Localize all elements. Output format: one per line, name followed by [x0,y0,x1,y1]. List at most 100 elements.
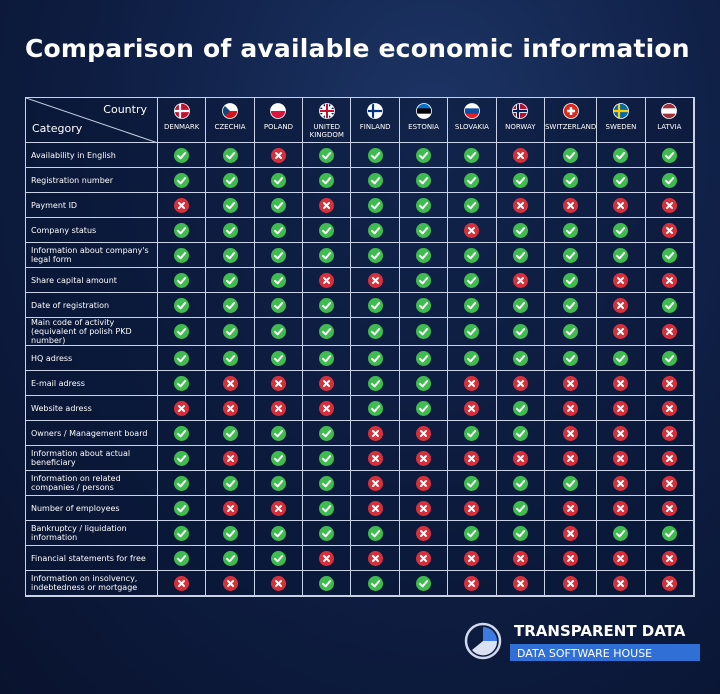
check-icon [464,147,480,163]
cell [496,421,545,446]
cell [645,346,694,371]
cell [254,268,304,293]
cell [448,143,497,168]
comparison-table: Country Category DENMARK CZECHIA POLAND UNI… [25,97,695,597]
check-icon [416,297,432,313]
cell [303,293,352,318]
cross-icon [270,400,286,416]
cell [645,318,694,346]
cell [496,546,545,571]
check-icon [416,272,432,288]
cell [448,546,497,571]
check-icon [367,197,383,213]
check-icon [512,172,528,188]
cell [303,421,352,446]
cross-icon [661,475,677,491]
check-icon [613,350,629,366]
cell [254,496,304,521]
cell [206,471,255,496]
check-icon [270,324,286,339]
check-icon [464,297,480,313]
country-header: DENMARK [158,98,207,143]
cell [399,421,449,446]
cell [544,571,598,596]
cell [399,218,449,243]
cell [496,471,545,496]
cell [448,496,497,521]
cell [496,521,545,546]
check-icon [270,550,286,566]
cell [597,346,646,371]
cell [254,371,304,396]
cell [597,571,646,596]
cross-icon [464,500,480,516]
check-icon [416,197,432,213]
cell [448,446,497,471]
cell [303,218,352,243]
cell [158,193,207,218]
cell [351,421,400,446]
cross-icon [563,550,579,566]
cell [544,546,598,571]
check-icon [222,172,238,188]
category: HQ adress [26,346,158,371]
category: Payment ID [26,193,158,218]
cell [399,446,449,471]
check-icon [270,425,286,441]
cell [448,318,497,346]
category: Company status [26,218,158,243]
check-icon [416,375,432,391]
check-icon [174,350,190,366]
check-icon [319,575,335,591]
cross-icon [222,500,238,516]
cross-icon [661,425,677,441]
cross-icon [661,400,677,416]
cross-icon [367,475,383,491]
country-header: FINLAND [351,98,400,143]
cell [206,421,255,446]
check-icon [512,425,528,441]
check-icon [563,297,579,313]
check-icon [416,172,432,188]
cell [544,346,598,371]
cross-icon [512,575,528,591]
cell [158,293,207,318]
cell [206,243,255,268]
check-icon [174,500,190,516]
cell [158,571,207,596]
cell [254,446,304,471]
cell [303,371,352,396]
header-corner: Country Category [26,98,158,143]
check-icon [174,525,190,541]
flag [661,103,678,119]
check-icon [563,172,579,188]
check-icon [661,525,677,541]
cross-icon [174,575,190,591]
cell [351,243,400,268]
category: Website adress [26,396,158,421]
cell [448,346,497,371]
cell [399,168,449,193]
check-icon [416,324,432,339]
cell [448,268,497,293]
cell [303,193,352,218]
cell [158,218,207,243]
cell [496,571,545,596]
cell [645,521,694,546]
cross-icon [613,272,629,288]
cell [448,293,497,318]
check-icon [222,350,238,366]
check-icon [270,350,286,366]
cross-icon [563,450,579,466]
check-icon [661,350,677,366]
cell [544,521,598,546]
cross-icon [563,575,579,591]
cross-icon [416,525,432,541]
cross-icon [464,450,480,466]
cross-icon [367,550,383,566]
check-icon [319,350,335,366]
cell [303,446,352,471]
title: Comparison of available economic informa… [25,34,690,63]
cell [597,396,646,421]
cross-icon [416,475,432,491]
